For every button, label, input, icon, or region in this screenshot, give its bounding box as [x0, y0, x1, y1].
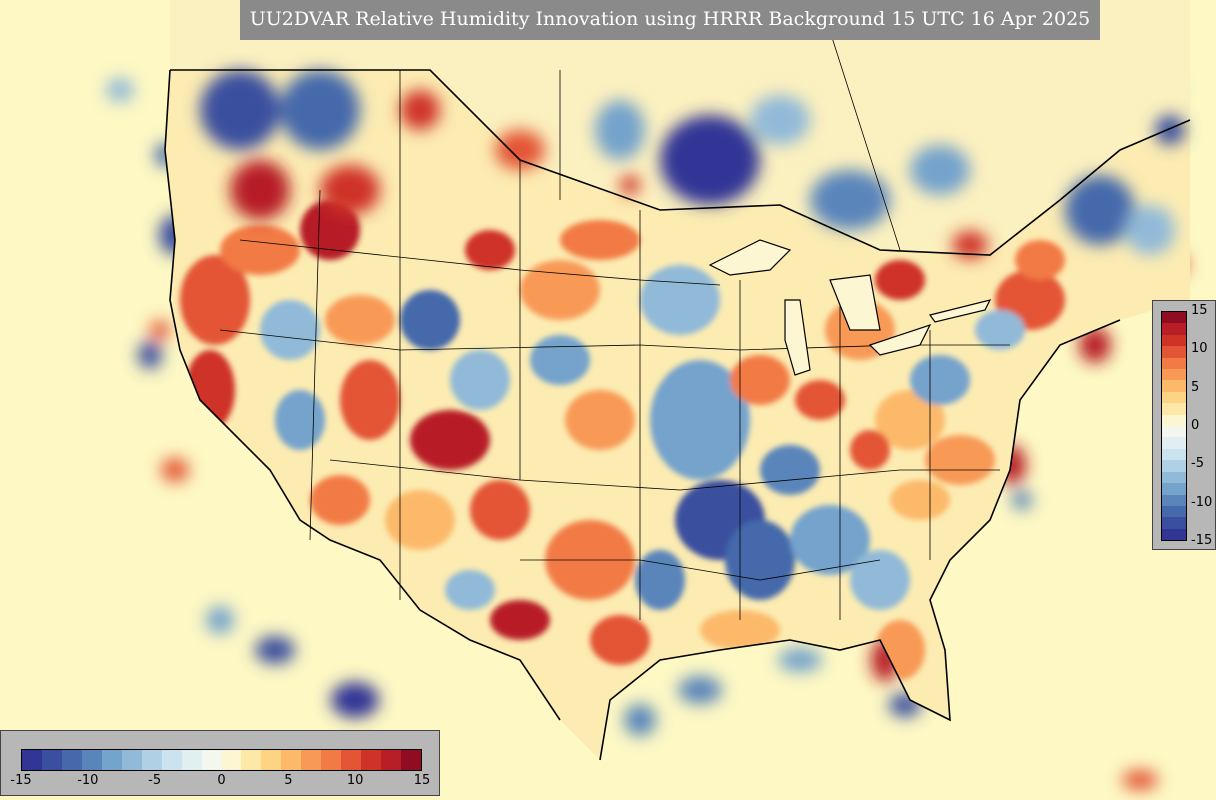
colorbar-horizontal-swatch [401, 750, 422, 770]
colorbar-horizontal-swatch [301, 750, 322, 770]
colorbar-horizontal-swatch [201, 750, 222, 770]
map-title: UU2DVAR Relative Humidity Innovation usi… [240, 0, 1100, 40]
colorbar-vertical-swatch [1162, 471, 1186, 484]
colorbar-vertical-swatch [1162, 517, 1186, 529]
colorbar-vertical-tick-label: 15 [1191, 303, 1208, 318]
colorbar-horizontal-swatch [121, 750, 142, 770]
colorbar-horizontal-swatch [321, 750, 342, 770]
colorbar-horizontal-tick-label: -15 [10, 773, 32, 788]
great-lakes [708, 239, 992, 376]
colorbar-horizontal-swatch [181, 750, 202, 770]
colorbar-horizontal-swatch [22, 750, 42, 770]
colorbar-vertical-tick-label: -5 [1191, 456, 1204, 472]
colorbar-vertical-tick-label: -15 [1191, 533, 1213, 548]
colorbar-vertical-swatch [1162, 334, 1186, 347]
colorbar-horizontal-swatch [381, 750, 402, 770]
colorbar-horizontal-swatch [81, 750, 102, 770]
colorbar-horizontal-swatch [281, 750, 302, 770]
colorbar-vertical-swatch [1162, 414, 1186, 427]
colorbar-vertical-swatch [1162, 483, 1186, 495]
colorbar-vertical-tick-label: 5 [1191, 379, 1200, 395]
colorbar-horizontal-tick-label: 5 [284, 773, 293, 788]
colorbar-horizontal-tick-label: 10 [346, 773, 364, 788]
colorbar-horizontal: -15 -10 -5 0 5 10 15 [0, 730, 440, 796]
colorbar-vertical-swatch [1162, 437, 1186, 449]
boundaries [164, 69, 1191, 761]
innovation-field [180, 200, 1065, 680]
colorbar-vertical-swatch [1162, 403, 1186, 415]
colorbar-horizontal-tick-label: -5 [148, 773, 162, 788]
colorbar-horizontal-swatch [341, 750, 362, 770]
colorbar-horizontal-swatch [221, 750, 242, 770]
colorbar-horizontal-swatch [261, 750, 282, 770]
colorbar-horizontal-swatch [61, 750, 82, 770]
colorbar-vertical-swatch [1162, 346, 1186, 358]
colorbar-horizontal-swatch [141, 750, 162, 770]
colorbar-horizontal-swatch [241, 750, 262, 770]
colorbar-vertical: 15 10 5 0 -5 -10 -15 [1152, 300, 1216, 550]
colorbar-horizontal-swatch [41, 750, 62, 770]
colorbar-vertical-tick-label: 0 [1191, 418, 1200, 433]
colorbar-horizontal-ramp [21, 749, 422, 771]
us-outline [164, 69, 1191, 761]
colorbar-vertical-swatch [1162, 312, 1186, 324]
colorbar-vertical-swatch [1162, 323, 1186, 335]
colorbar-horizontal-tick-label: -10 [77, 773, 99, 788]
colorbar-vertical-swatch [1162, 357, 1186, 370]
colorbar-vertical-swatch [1162, 460, 1186, 472]
colorbar-vertical-swatch [1162, 448, 1186, 461]
canada-innovation-field [200, 70, 1185, 259]
colorbar-vertical-ramp [1161, 311, 1187, 541]
colorbar-horizontal-swatch [361, 750, 382, 770]
colorbar-horizontal-swatch [101, 750, 122, 770]
colorbar-horizontal-tick-label: 0 [217, 773, 226, 788]
colorbar-vertical-swatch [1162, 369, 1186, 381]
offshore-innovation-blobs [106, 70, 1188, 790]
colorbar-vertical-swatch [1162, 426, 1186, 438]
colorbar-vertical-swatch [1162, 528, 1186, 541]
colorbar-horizontal-swatch [161, 750, 182, 770]
colorbar-vertical-tick-label: -10 [1191, 494, 1213, 510]
colorbar-horizontal-tick-label: 15 [413, 773, 431, 788]
colorbar-vertical-swatch [1162, 380, 1186, 392]
colorbar-vertical-tick-label: 10 [1191, 341, 1208, 357]
colorbar-vertical-swatch [1162, 391, 1186, 404]
colorbar-vertical-swatch [1162, 494, 1186, 506]
colorbar-vertical-swatch [1162, 505, 1186, 518]
